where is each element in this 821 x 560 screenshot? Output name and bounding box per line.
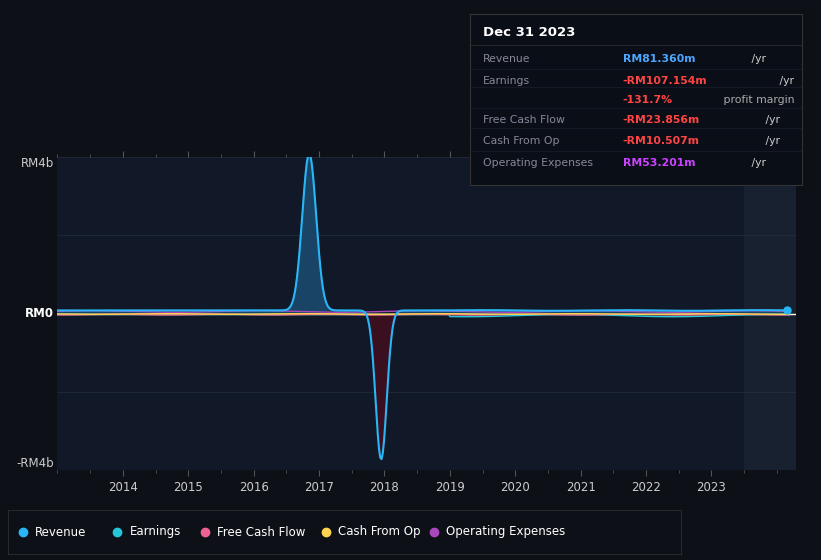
Text: /yr: /yr [748,54,766,63]
Text: /yr: /yr [776,76,794,86]
Text: RM4b: RM4b [21,157,54,170]
Text: Earnings: Earnings [130,525,181,539]
Text: /yr: /yr [748,158,766,168]
Text: Earnings: Earnings [483,76,530,86]
Text: -RM10.507m: -RM10.507m [622,136,699,146]
Text: /yr: /yr [762,136,780,146]
Bar [744,157,796,470]
Text: Operating Expenses: Operating Expenses [483,158,593,168]
Text: -RM23.856m: -RM23.856m [622,115,699,125]
Text: Cash From Op: Cash From Op [483,136,559,146]
Text: Operating Expenses: Operating Expenses [446,525,565,539]
Text: -131.7%: -131.7% [622,95,672,105]
Text: -RM107.154m: -RM107.154m [622,76,707,86]
Text: Revenue: Revenue [35,525,86,539]
Text: RM0: RM0 [25,307,54,320]
Text: Free Cash Flow: Free Cash Flow [217,525,305,539]
Text: /yr: /yr [762,115,780,125]
Text: RM53.201m: RM53.201m [622,158,695,168]
Text: Free Cash Flow: Free Cash Flow [483,115,565,125]
Text: profit margin: profit margin [720,95,795,105]
Text: RM81.360m: RM81.360m [622,54,695,63]
Text: Revenue: Revenue [483,54,530,63]
Text: -RM4b: -RM4b [16,458,54,470]
Text: Dec 31 2023: Dec 31 2023 [483,26,576,39]
Text: Cash From Op: Cash From Op [338,525,420,539]
